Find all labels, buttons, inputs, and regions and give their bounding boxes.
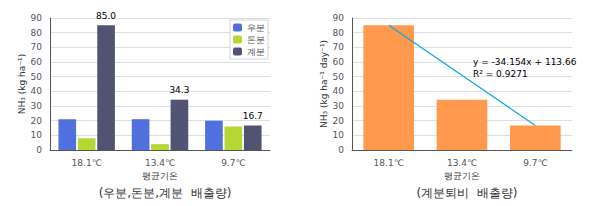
svg-text:9.7℃: 9.7℃ (221, 158, 245, 168)
svg-text:80: 80 (333, 28, 345, 38)
svg-text:90: 90 (333, 13, 345, 23)
svg-text:85.0: 85.0 (96, 11, 116, 21)
svg-text:16.7: 16.7 (243, 111, 263, 121)
svg-text:10: 10 (31, 130, 43, 140)
svg-text:70: 70 (31, 42, 43, 52)
svg-text:10: 10 (333, 130, 345, 140)
svg-text:NH₃ (kg ha⁻¹ day⁻¹): NH₃ (kg ha⁻¹ day⁻¹) (319, 40, 329, 128)
svg-text:9.7℃: 9.7℃ (523, 158, 547, 168)
svg-text:34.3: 34.3 (169, 85, 189, 95)
svg-text:30: 30 (31, 101, 43, 111)
svg-text:30: 30 (333, 101, 345, 111)
svg-text:0: 0 (338, 145, 344, 155)
svg-text:18.1℃: 18.1℃ (72, 158, 102, 168)
svg-text:40: 40 (31, 86, 43, 96)
svg-text:(계분퇴비 배출량): (계분퇴비 배출량) (417, 186, 518, 200)
svg-text:계분: 계분 (247, 47, 265, 57)
svg-text:평균기온: 평균기온 (142, 171, 178, 181)
svg-text:50: 50 (333, 72, 345, 82)
svg-text:우분: 우분 (247, 23, 265, 33)
svg-text:70: 70 (333, 42, 345, 52)
svg-text:R² = 0.9271: R² = 0.9271 (473, 69, 528, 79)
svg-text:13.4℃: 13.4℃ (145, 158, 175, 168)
svg-text:(우분,돈분,계분 배출량): (우분,돈분,계분 배출량) (99, 186, 232, 200)
svg-text:y = -34.154x + 113.66: y = -34.154x + 113.66 (473, 57, 577, 67)
svg-text:20: 20 (31, 116, 43, 126)
svg-text:60: 60 (333, 57, 345, 67)
svg-text:60: 60 (31, 57, 43, 67)
svg-text:돈분: 돈분 (247, 35, 265, 45)
svg-text:18.1℃: 18.1℃ (374, 158, 404, 168)
svg-text:80: 80 (31, 28, 43, 38)
svg-text:13.4℃: 13.4℃ (447, 158, 477, 168)
svg-text:평균기온: 평균기온 (444, 171, 480, 181)
svg-text:20: 20 (333, 116, 345, 126)
svg-text:40: 40 (333, 86, 345, 96)
svg-text:50: 50 (31, 72, 43, 82)
svg-text:0: 0 (36, 145, 42, 155)
svg-text:90: 90 (31, 13, 43, 23)
svg-text:NH₃ (kg ha⁻¹): NH₃ (kg ha⁻¹) (17, 54, 27, 114)
